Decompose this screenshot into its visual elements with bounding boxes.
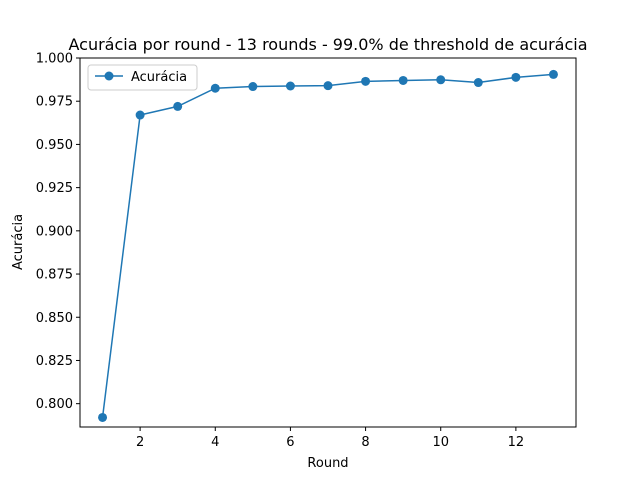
- series-layer: [98, 69, 558, 422]
- plot-frame: [79, 57, 577, 428]
- legend-box: [87, 64, 198, 91]
- y-axis-ticks: 0.800 0.825 0.850 0.875 0.900 0.925 0.950 0.975…: [36, 52, 80, 412]
- data-point-round-9: [398, 75, 408, 85]
- x-tick-label: 2: [136, 435, 144, 450]
- x-tick-label: 8: [361, 435, 369, 450]
- x-axis-label: Round: [307, 456, 348, 471]
- x-tick-label: 12: [508, 435, 525, 450]
- y-axis-label: Acurácia: [11, 214, 26, 270]
- data-point-round-6: [285, 81, 295, 91]
- data-point-round-5: [248, 82, 258, 92]
- data-point-round-7: [323, 81, 333, 91]
- data-point-round-3: [173, 101, 183, 111]
- y-tick-label: 0.900: [36, 224, 73, 239]
- y-tick-label: 0.875: [36, 268, 73, 283]
- x-axis-ticks: 2 4 6 8 10 12: [136, 427, 524, 450]
- legend-label: Acurácia: [131, 70, 187, 85]
- legend-marker-swatch: [104, 71, 114, 81]
- y-tick-label: 0.925: [36, 181, 73, 196]
- data-point-round-12: [511, 72, 521, 82]
- x-tick-label: 4: [211, 435, 219, 450]
- chart-title: Acurácia por round - 13 rounds - 99.0% d…: [69, 35, 588, 54]
- data-point-round-4: [210, 83, 220, 93]
- data-point-round-2: [135, 110, 145, 120]
- x-tick-label: 6: [286, 435, 294, 450]
- y-tick-label: 0.800: [36, 397, 73, 412]
- data-point-round-11: [473, 78, 483, 88]
- data-point-round-1: [98, 412, 108, 422]
- y-tick-label: 0.850: [36, 311, 73, 326]
- y-tick-label: 0.825: [36, 354, 73, 369]
- y-tick-label: 0.975: [36, 95, 73, 110]
- legend: Acurácia: [87, 64, 198, 91]
- x-tick-label: 10: [432, 435, 449, 450]
- y-tick-label: 1.000: [36, 52, 73, 67]
- y-tick-label: 0.950: [36, 138, 73, 153]
- data-point-round-13: [548, 69, 558, 79]
- data-point-round-8: [361, 76, 371, 86]
- data-point-round-10: [436, 75, 446, 85]
